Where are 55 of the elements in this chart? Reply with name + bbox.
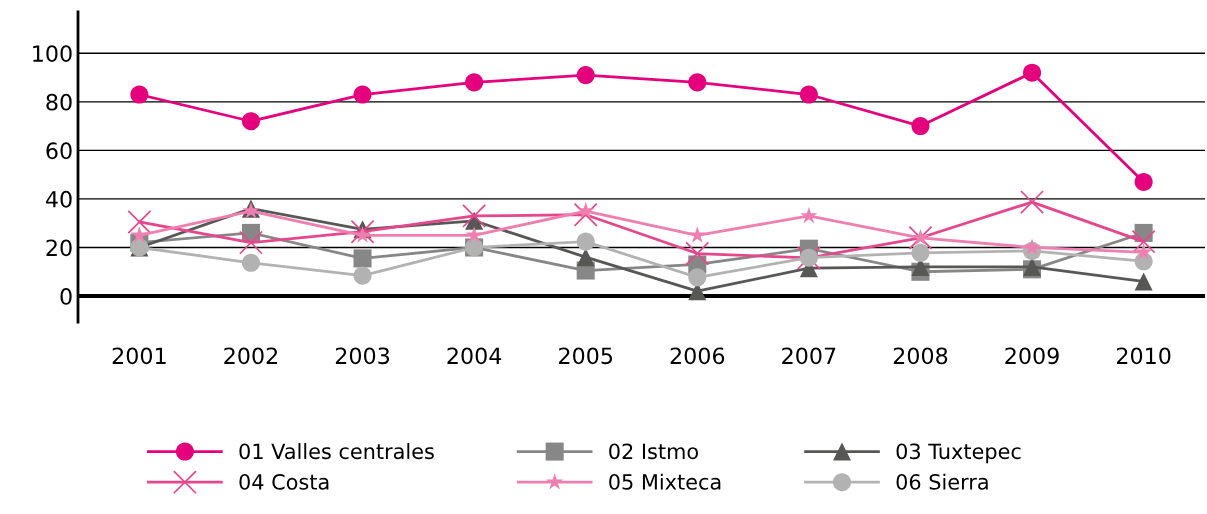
point (465, 73, 484, 92)
point (573, 202, 598, 227)
y-tick-label: 20 (46, 239, 72, 257)
x-tick-label: 2010 (1116, 347, 1171, 365)
x-tick-label: 2005 (559, 347, 613, 365)
point (799, 85, 818, 104)
point (688, 268, 707, 287)
x-tick-label: 2001 (112, 347, 166, 365)
point (685, 241, 710, 266)
point (1023, 63, 1042, 82)
point (353, 226, 372, 243)
legend-label: 01 Valles centrales (239, 443, 434, 460)
point (576, 248, 595, 267)
x-tick-label: 2004 (447, 347, 502, 365)
point (465, 226, 483, 243)
x-tick-label: 2002 (224, 347, 278, 365)
point (576, 66, 595, 85)
legend-label: 02 Istmo (609, 443, 698, 460)
point (130, 226, 148, 243)
x-tick-label: 2007 (782, 347, 836, 365)
y-tick-label: 0 (60, 287, 72, 305)
point (1135, 243, 1153, 260)
legend-label: 06 Sierra (896, 473, 988, 490)
point (577, 202, 595, 219)
point (800, 206, 818, 224)
y-tick-label: 40 (45, 190, 72, 208)
point (911, 117, 930, 136)
legend-label: 05 Mixteca (609, 473, 721, 490)
x-tick-label: 2009 (1005, 347, 1059, 365)
point (241, 253, 260, 272)
x-tick-label: 2008 (893, 347, 948, 365)
point (462, 203, 487, 228)
y-tick-label: 80 (46, 93, 72, 111)
y-tick-label: 60 (46, 142, 72, 160)
point (353, 85, 372, 104)
point (1023, 238, 1041, 255)
point (127, 210, 152, 234)
point (353, 249, 372, 268)
legend-label: 04 Costa (239, 474, 329, 490)
x-tick-label: 2003 (335, 347, 390, 365)
point (1134, 172, 1153, 191)
point (688, 73, 707, 92)
point (1020, 190, 1044, 215)
point (353, 266, 372, 285)
point (911, 243, 930, 262)
y-tick-label: 100 (33, 45, 72, 63)
point (688, 226, 706, 243)
point (241, 112, 260, 131)
point (239, 230, 263, 255)
x-tick-label: 2006 (670, 347, 725, 365)
point (1134, 272, 1153, 291)
point (130, 85, 149, 104)
point (576, 232, 595, 251)
legend-label: 03 Tuxtepec (896, 443, 1021, 464)
point (1131, 229, 1156, 254)
